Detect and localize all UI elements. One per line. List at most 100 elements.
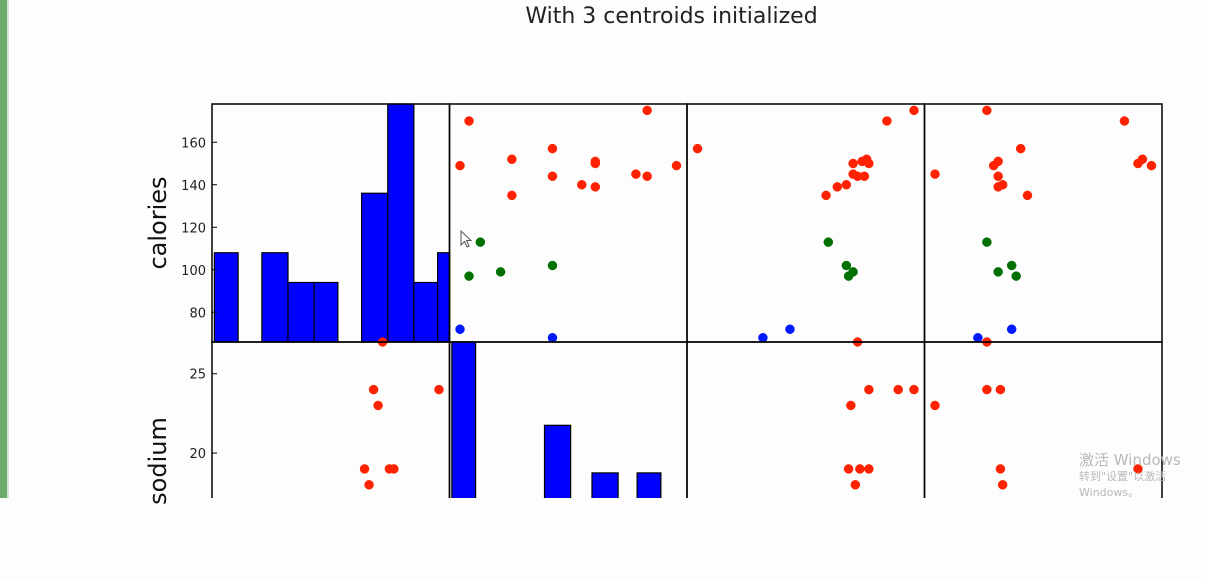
calories-col2-point-13: [823, 237, 834, 247]
window-left-border-inner: [7, 0, 9, 498]
hist-calories-bar-1: [261, 252, 289, 343]
calories-col2-point-17: [758, 333, 768, 343]
windows-activation-watermark: 激活 Windows 转到"设置"以激活 Windows。: [1079, 451, 1207, 501]
hist-calories-bar-6: [413, 281, 439, 343]
hist-sodium-bar-4: [636, 472, 662, 498]
hist-calories-bar-5: [387, 103, 415, 343]
sodium-col2-point-7: [843, 464, 854, 474]
calories-col1-point-2: [507, 154, 517, 164]
sodium-col2-point-8: [850, 480, 861, 490]
hist-sodium-bar-2: [543, 424, 572, 498]
panel-border-r1-c3: [923, 341, 1163, 498]
calories-col1-point-0: [455, 160, 465, 171]
calories-col2-point-14: [841, 260, 852, 271]
calories-col1-point-11: [642, 171, 652, 181]
calories-col2-point-9: [864, 158, 874, 169]
ytick-label-1-1: 20: [189, 447, 206, 462]
calories-col3-point-6: [997, 180, 1008, 190]
panel-border-r0-c3: [923, 103, 1163, 343]
calories-col2-point-12: [859, 171, 870, 181]
calories-col1-point-12: [642, 105, 652, 116]
watermark-title: 激活 Windows: [1079, 451, 1181, 469]
hist-calories-bar-4: [361, 192, 389, 343]
calories-col3-point-18: [1006, 324, 1017, 334]
calories-col1-point-10: [631, 169, 641, 179]
calories-col3-point-14: [993, 267, 1003, 277]
calories-col1-point-4: [547, 143, 558, 154]
calories-col2-point-11: [909, 105, 919, 116]
hist-calories-bar-2: [287, 281, 315, 343]
window-left-border: [0, 0, 7, 498]
calories-col3-point-15: [1006, 260, 1017, 271]
sodium-col2-point-2: [864, 384, 874, 395]
sodium-col0-point-1: [368, 384, 379, 395]
sodium-col2-point-3: [846, 400, 856, 411]
sodium-col3-point-0: [930, 400, 940, 411]
calories-col3-point-7: [1015, 143, 1026, 154]
sodium-col3-point-2: [982, 384, 992, 395]
sodium-col3-point-3: [995, 384, 1006, 395]
calories-col3-point-3: [993, 156, 1003, 167]
calories-col3-point-9: [1119, 116, 1130, 126]
calories-col1-point-3: [507, 190, 517, 201]
calories-col3-point-1: [982, 105, 992, 116]
ytick-label-1-2: 25: [189, 368, 206, 383]
calories-col1-point-14: [475, 237, 486, 247]
calories-col2-point-0: [692, 143, 703, 154]
chart-title: With 3 centroids initialized: [525, 4, 818, 29]
hist-calories-bar-3: [313, 281, 339, 343]
sodium-col0-point-4: [364, 480, 374, 490]
ytick-label-0-4: 160: [181, 136, 206, 151]
panel-border-r1-c2: [686, 341, 926, 498]
hist-calories-bar-0: [213, 252, 239, 343]
hist-sodium-bar-3: [591, 472, 619, 498]
hist-calories-bar-7: [437, 252, 451, 343]
sodium-col3-point-8: [1133, 464, 1143, 474]
calories-col3-point-11: [1137, 154, 1148, 164]
calories-col2-point-1: [821, 190, 831, 201]
calories-col1-point-13: [671, 160, 682, 171]
sodium-col2-point-5: [864, 464, 874, 474]
calories-col1-point-8: [590, 158, 601, 169]
sodium-col0-point-6: [389, 464, 399, 474]
panel-border-r0-c1: [448, 103, 688, 343]
sodium-col0-point-2: [373, 400, 383, 411]
calories-col2-point-18: [785, 324, 795, 334]
calories-col3-point-13: [982, 237, 992, 247]
calories-col3-point-8: [1022, 190, 1033, 201]
calories-col3-point-0: [930, 169, 940, 179]
ytick-label-0-3: 140: [181, 179, 206, 194]
sodium-col2-point-9: [893, 384, 903, 395]
calories-col1-point-5: [547, 171, 558, 181]
sodium-col2-point-4: [855, 464, 865, 474]
sodium-col0-point-7: [434, 384, 444, 395]
panel-border-r0-c2: [686, 103, 926, 343]
calories-col1-point-18: [455, 324, 465, 334]
sodium-col3-point-4: [995, 464, 1006, 474]
sodium-col2-point-10: [909, 384, 919, 395]
calories-col1-point-15: [464, 271, 474, 281]
sodium-col3-point-5: [997, 480, 1008, 490]
calories-col1-point-9: [590, 182, 601, 192]
ytick-label-0-1: 100: [181, 264, 206, 279]
calories-col3-point-4: [993, 171, 1003, 181]
calories-col1-point-19: [547, 333, 558, 343]
ytick-label-0-2: 120: [181, 221, 206, 236]
watermark-subtitle: 转到"设置"以激活 Windows。: [1079, 470, 1167, 499]
calories-col2-point-3: [841, 180, 852, 190]
calories-col1-point-16: [495, 267, 506, 277]
calories-col1-point-17: [547, 260, 558, 271]
hist-sodium-bar-0: [451, 341, 477, 498]
calories-col3-point-16: [1011, 271, 1021, 281]
calories-col1-point-6: [577, 180, 587, 190]
calories-col3-point-17: [973, 333, 983, 343]
sodium-col0-point-3: [359, 464, 370, 474]
calories-col2-point-4: [848, 158, 858, 169]
calories-col2-point-10: [882, 116, 892, 126]
scatter-matrix: 80100120140160152025: [181, 103, 1163, 498]
calories-col2-point-16: [843, 271, 854, 281]
calories-col3-point-12: [1146, 160, 1157, 171]
ytick-label-0-0: 80: [189, 306, 206, 321]
panel-border-r1-c0: [211, 341, 451, 498]
calories-col1-point-1: [464, 116, 474, 126]
